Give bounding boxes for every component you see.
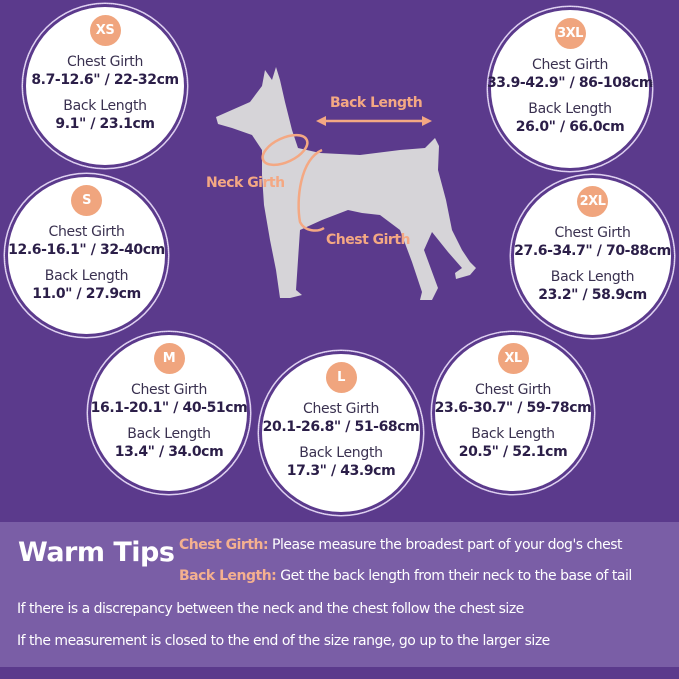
chest-girth-value: 8.7-12.6" / 22-32cm: [31, 72, 179, 88]
chest-girth-value: 20.1-26.8" / 51-68cm: [262, 419, 420, 435]
size-card-xl: XL Chest Girth 23.6-30.7" / 59-78cm Back…: [431, 331, 595, 495]
tip-chest-girth: Chest Girth: Please measure the broadest…: [179, 537, 623, 553]
back-length-label: Back Length: [127, 426, 211, 442]
chest-girth-label: Chest Girth: [531, 57, 609, 73]
neck-girth-loop: [261, 133, 309, 167]
back-length-label: Back Length: [299, 445, 383, 461]
tip-back-key: Back Length:: [179, 568, 277, 584]
back-length-value: 23.2" / 58.9cm: [538, 287, 647, 303]
back-length-label: Back Length: [330, 95, 423, 111]
chest-girth-value: 27.6-34.7" / 70-88cm: [514, 243, 671, 259]
size-card-2xl: 2XL Chest Girth 27.6-34.7" / 70-88cm Bac…: [510, 174, 675, 339]
size-badge: 2XL: [577, 186, 608, 217]
size-card-3xl: 3XL Chest Girth 33.9-42.9" / 86-108cm Ba…: [487, 6, 653, 172]
tip-chest-text: Please measure the broadest part of your…: [268, 537, 623, 553]
size-card-s: S Chest Girth 12.6-16.1" / 32-40cm Back …: [4, 173, 169, 338]
chest-girth-loop: [297, 148, 325, 232]
warm-tips-panel: Warm Tips Chest Girth: Please measure th…: [0, 522, 679, 667]
size-badge: L: [325, 362, 357, 393]
size-badge: 3XL: [554, 18, 586, 49]
tip-discrepancy: If there is a discrepancy between the ne…: [17, 601, 524, 617]
back-length-arrow: [316, 116, 432, 126]
size-badge: S: [71, 185, 102, 216]
back-length-label: Back Length: [528, 101, 612, 117]
back-length-value: 20.5" / 52.1cm: [458, 444, 568, 460]
back-length-label: Back Length: [550, 269, 635, 285]
size-badge: M: [153, 343, 185, 374]
chest-girth-label: Chest Girth: [474, 382, 552, 398]
chest-girth-value: 16.1-20.1" / 40-51cm: [90, 400, 248, 416]
warm-tips-title: Warm Tips: [18, 537, 175, 568]
back-length-label: Back Length: [63, 98, 147, 114]
size-card-l: L Chest Girth 20.1-26.8" / 51-68cm Back …: [258, 350, 424, 516]
back-length-value: 17.3" / 43.9cm: [286, 463, 396, 479]
chest-girth-value: 23.6-30.7" / 59-78cm: [434, 400, 592, 416]
neck-girth-label: Neck Girth: [206, 175, 285, 191]
size-card-m: M Chest Girth 16.1-20.1" / 40-51cm Back …: [87, 331, 251, 495]
chest-girth-label: Chest Girth: [130, 382, 208, 398]
size-badge: XL: [497, 343, 529, 374]
chest-girth-label: Chest Girth: [554, 225, 631, 241]
dog-silhouette: [216, 67, 476, 300]
chest-girth-label: Chest Girth: [48, 224, 125, 240]
chest-girth-label: Chest Girth: [302, 401, 380, 417]
back-length-label: Back Length: [471, 426, 555, 442]
size-badge: XS: [89, 15, 121, 46]
tip-size-range: If the measurement is closed to the end …: [17, 633, 550, 649]
chest-girth-label: Chest Girth: [326, 232, 411, 248]
chest-girth-label: Chest Girth: [66, 54, 144, 70]
back-length-value: 9.1" / 23.1cm: [55, 116, 155, 132]
back-length-value: 11.0" / 27.9cm: [32, 286, 141, 302]
tip-chest-key: Chest Girth:: [179, 537, 269, 553]
tip-back-text: Get the back length from their neck to t…: [276, 568, 632, 584]
back-length-value: 13.4" / 34.0cm: [114, 444, 224, 460]
chest-girth-value: 12.6-16.1" / 32-40cm: [8, 242, 165, 258]
chest-girth-value: 33.9-42.9" / 86-108cm: [486, 75, 654, 91]
size-card-xs: XS Chest Girth 8.7-12.6" / 22-32cm Back …: [22, 3, 188, 169]
back-length-label: Back Length: [44, 268, 129, 284]
tip-back-length: Back Length: Get the back length from th…: [179, 568, 632, 584]
back-length-value: 26.0" / 66.0cm: [515, 119, 625, 135]
